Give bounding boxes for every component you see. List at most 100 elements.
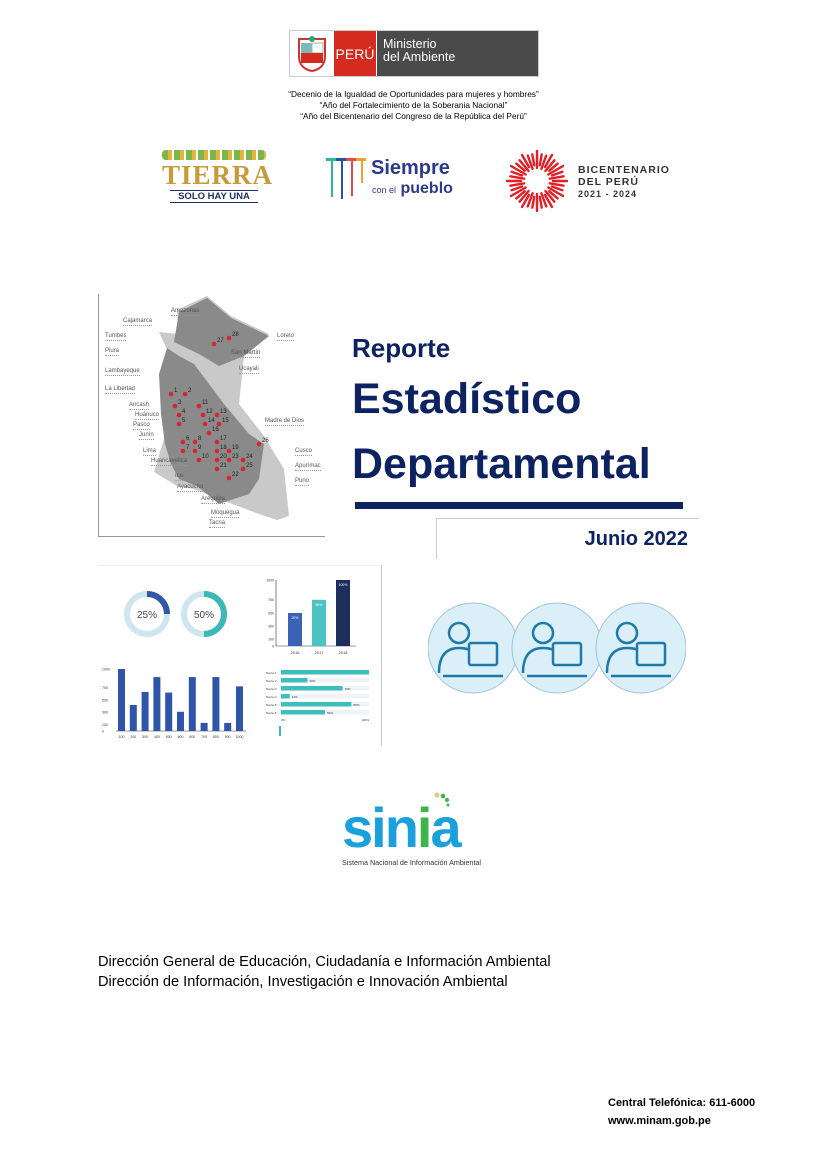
sunburst-ray: [509, 186, 527, 198]
map-marker: [196, 457, 202, 463]
tick-label: 0: [102, 729, 104, 733]
bar: [141, 691, 149, 731]
peru-label: PERÚ: [334, 31, 376, 76]
map-label: Lima: [143, 448, 157, 456]
tick-label: 1000: [236, 735, 244, 739]
sinia-logo: sinia Sistema Nacional de Información Am…: [342, 792, 487, 872]
map-marker-label: 12: [206, 409, 213, 415]
bicentenario-logo: BICENTENARIO DEL PERÚ 2021 - 2024: [506, 150, 676, 214]
map-label: Junín: [139, 432, 154, 440]
directorate-general: Dirección General de Educación, Ciudadan…: [98, 954, 551, 970]
map-label: Cajamarca: [123, 318, 153, 326]
bicentenario-line1: BICENTENARIO: [578, 164, 670, 176]
map-marker: [202, 421, 208, 427]
bar: [165, 692, 173, 731]
sunburst-ray: [548, 190, 559, 200]
monitor: [467, 641, 499, 667]
tick-label: 600: [178, 735, 184, 739]
peru-map-image: 1 2 3 4 5 6 7 8 9 10 11 12 13 14 15 16 17 18 19 20 21 22 23 24 2…: [98, 294, 325, 537]
data-label: 50%: [327, 711, 333, 715]
sunburst-ray: [550, 170, 564, 177]
map-marker: [240, 457, 246, 463]
bar: [281, 686, 343, 691]
map-marker: [240, 466, 246, 472]
siempre-text: Siempre: [371, 157, 450, 179]
map-marker: [226, 335, 232, 341]
sinia-dots-icon: [434, 792, 450, 807]
website-link[interactable]: www.minam.gob.pe: [608, 1115, 711, 1127]
map-marker: [176, 412, 182, 418]
map-marker-label: 10: [202, 454, 209, 460]
sinia-wordmark: sinia: [342, 796, 462, 859]
bar: [336, 580, 350, 646]
data-label: 70%: [345, 687, 351, 691]
map-marker-label: 24: [246, 454, 253, 460]
map-label: La Libertad: [105, 386, 136, 394]
map-marker-label: 28: [232, 332, 239, 338]
map-label: Tacna: [209, 520, 226, 528]
tick-label: 1000: [266, 578, 274, 582]
sunburst-ray: [538, 153, 543, 167]
tick-label: 700: [201, 735, 207, 739]
donut-arc: [124, 591, 170, 637]
map-label: Ancash: [129, 402, 150, 410]
directorate-information: Dirección de Información, Investigación …: [98, 974, 508, 990]
tick-label: 600: [189, 735, 195, 739]
tick-label: 100: [268, 638, 274, 642]
category-label: Name 1: [266, 671, 277, 675]
category-label: Name 4: [266, 695, 277, 699]
map-marker: [168, 391, 174, 397]
map-marker-label: 6: [186, 436, 190, 442]
map-marker: [206, 430, 212, 436]
tick-label: 2018: [339, 650, 349, 655]
tick-label: 100: [119, 735, 125, 739]
bar: [281, 694, 290, 699]
bar-track: [281, 694, 369, 699]
map-label: Puno: [295, 478, 310, 486]
map-marker: [211, 341, 217, 347]
axis-label: 100%: [361, 718, 369, 722]
map-label: Madre de Dios: [265, 418, 305, 426]
data-label: 50%: [315, 603, 322, 607]
sinia-tagline: Sistema Nacional de Información Ambienta…: [342, 858, 482, 867]
sunburst-ray: [509, 164, 527, 176]
sunburst-ray: [548, 175, 565, 180]
sunburst-ray: [520, 193, 531, 209]
bar: [281, 678, 308, 683]
tick-label: 2016: [291, 650, 301, 655]
bar: [281, 702, 352, 707]
sunburst-ray: [531, 153, 536, 167]
bicentenario-years: 2021 - 2024: [578, 189, 638, 199]
map-marker-label: 13: [220, 409, 227, 415]
sunburst-ray: [550, 185, 564, 192]
sunburst-ray: [538, 195, 543, 209]
sunburst-ray: [509, 182, 526, 187]
map-marker: [180, 448, 186, 454]
tick-label: 500: [268, 611, 274, 615]
tick-label: 0: [272, 644, 274, 648]
map-marker-label: 25: [246, 463, 253, 469]
map-marker: [182, 391, 188, 397]
map-label: Piura: [105, 348, 120, 356]
map-marker: [214, 457, 220, 463]
tick-label: 400: [154, 735, 160, 739]
map-label: Tumbes: [105, 333, 127, 341]
data-label: 20%: [291, 616, 298, 620]
map-marker-label: 21: [220, 463, 227, 469]
map-marker-label: 26: [262, 438, 269, 444]
bar: [288, 613, 302, 646]
map-marker-label: 4: [182, 409, 186, 415]
map-marker-label: 18: [220, 445, 227, 451]
map-label: Amazonas: [171, 308, 200, 316]
map-marker-label: 2: [188, 388, 192, 394]
bar: [212, 677, 220, 731]
map-marker-label: 7: [186, 445, 190, 451]
person-head: [531, 621, 555, 645]
donut-arc: [181, 591, 227, 637]
bar-track: [281, 678, 369, 683]
sunburst-ray: [518, 189, 530, 203]
map-label: Huánuco: [135, 412, 160, 420]
map-marker: [226, 475, 232, 481]
map-marker-label: 20: [220, 454, 227, 460]
sunburst-ray: [531, 195, 536, 209]
